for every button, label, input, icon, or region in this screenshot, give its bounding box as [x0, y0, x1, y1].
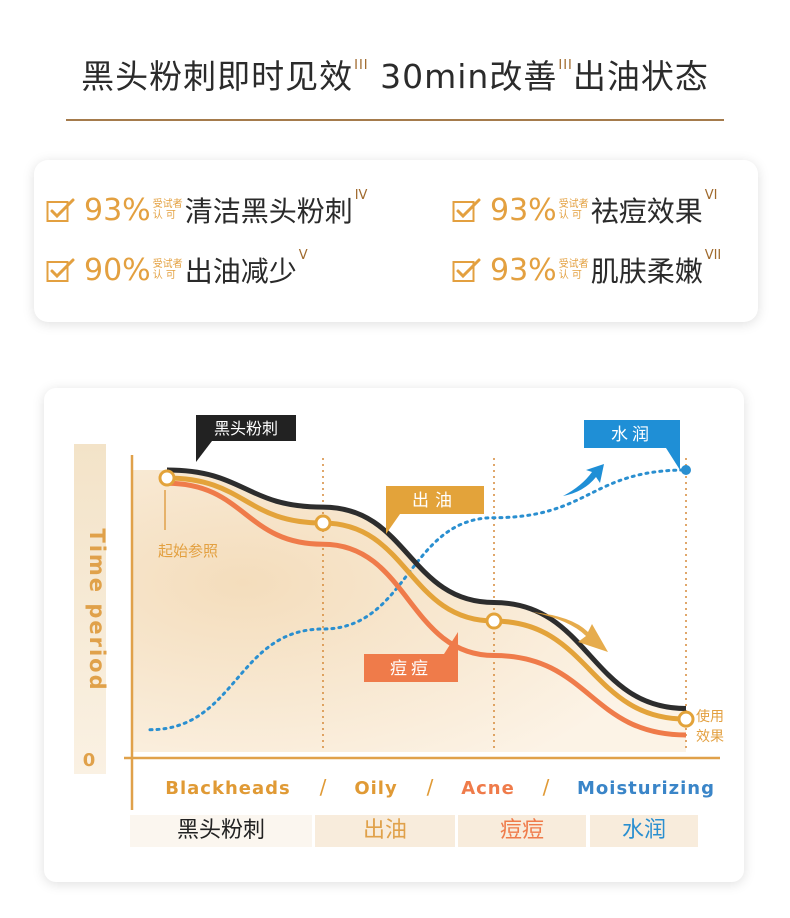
bottom-category-row: 黑头粉刺 出油 痘痘 水润	[130, 815, 698, 847]
area-fill	[132, 470, 686, 752]
x-label-moisturizing: Moisturizing	[577, 778, 715, 799]
y-axis-label: Time period	[85, 528, 109, 691]
title-part-2: 30min改善	[368, 57, 558, 96]
moist-end-marker	[681, 465, 691, 475]
label-moist: 水润	[584, 420, 680, 470]
title-footnote-1: III	[354, 58, 369, 73]
label-blackheads: 黑头粉刺	[196, 415, 296, 462]
series-label-blackheads: 黑头粉刺	[214, 419, 278, 438]
claim-note: 受试者认 可	[558, 259, 589, 281]
checkbox-icon	[46, 198, 75, 222]
checkbox-icon	[452, 198, 481, 222]
end-annotation-line1: 使用	[696, 708, 724, 725]
claim-smooth: 93% 受试者认 可 肌肤柔嫩 VII	[452, 248, 722, 290]
claim-oil: 90% 受试者认 可 出油减少 V	[46, 248, 308, 290]
x-category-labels: Blackheads / Oily / Acne / Moisturizing	[165, 775, 715, 799]
title-part-3: 出油状态	[572, 57, 709, 96]
series-label-acne: 痘痘	[390, 659, 432, 679]
claim-acne: 93% 受试者认 可 祛痘效果 VI	[452, 188, 718, 230]
bottom-label-acne: 痘痘	[458, 815, 586, 847]
start-point-marker	[158, 469, 176, 487]
checkbox-icon	[46, 258, 75, 282]
end-annotation-line2: 效果	[696, 729, 724, 745]
claim-text: 清洁黑头粉刺	[184, 195, 353, 228]
label-oil: 出油	[386, 486, 484, 534]
x-label-oily: Oily	[354, 778, 397, 799]
series-line-blackheads	[166, 467, 687, 711]
y-axis-band	[74, 444, 106, 774]
claim-text: 出油减少	[184, 255, 297, 288]
claim-percent: 93%	[490, 252, 557, 288]
claim-note: 受试者认 可	[558, 199, 589, 221]
x-label-acne: Acne	[461, 778, 515, 799]
claim-note: 受试者认 可	[152, 199, 183, 221]
y-origin-label: 0	[83, 750, 96, 771]
bottom-label-blackheads: 黑头粉刺	[130, 815, 312, 847]
claim-percent: 90%	[84, 252, 151, 288]
claims-card: 93% 受试者认 可 清洁黑头粉刺 IV 93% 受试者认 可 祛痘效果 VI …	[34, 160, 758, 322]
claim-footnote: IV	[354, 188, 368, 203]
x-label-blackheads: Blackheads	[165, 778, 290, 799]
label-acne: 痘痘	[364, 632, 458, 682]
claim-blackheads: 93% 受试者认 可 清洁黑头粉刺 IV	[46, 188, 368, 230]
start-annotation: 起始参照	[158, 542, 218, 560]
oil-point-marker	[314, 514, 332, 532]
title-part-1: 黑头粉刺即时见效	[81, 57, 354, 96]
series-line-oil	[166, 475, 687, 722]
claim-percent: 93%	[490, 192, 557, 228]
title-divider	[66, 119, 724, 121]
claim-note: 受试者认 可	[152, 259, 183, 281]
series-label-moist: 水润	[611, 425, 653, 445]
down-arrow-icon	[532, 612, 608, 652]
checkbox-icon	[452, 258, 481, 282]
series-line-moist	[148, 468, 688, 732]
bottom-label-oil: 出油	[315, 815, 455, 847]
series-line-acne	[166, 480, 687, 738]
claim-text: 祛痘效果	[590, 195, 703, 228]
page-title: 黑头粉刺即时见效III 30min改善III出油状态	[0, 50, 790, 98]
claim-footnote: VI	[704, 188, 718, 203]
end-point-marker	[677, 710, 695, 728]
acne-point-marker	[485, 612, 503, 630]
claim-text: 肌肤柔嫩	[590, 255, 703, 288]
series-label-oil: 出油	[412, 491, 458, 511]
title-footnote-2: III	[558, 58, 573, 73]
x-separator: /	[427, 775, 434, 799]
x-separator: /	[543, 775, 550, 799]
bottom-label-moist: 水润	[590, 815, 698, 847]
x-separator: /	[320, 775, 327, 799]
claim-footnote: V	[298, 248, 308, 263]
claim-footnote: VII	[704, 248, 722, 263]
claim-percent: 93%	[84, 192, 151, 228]
up-arrow-icon	[563, 464, 604, 496]
